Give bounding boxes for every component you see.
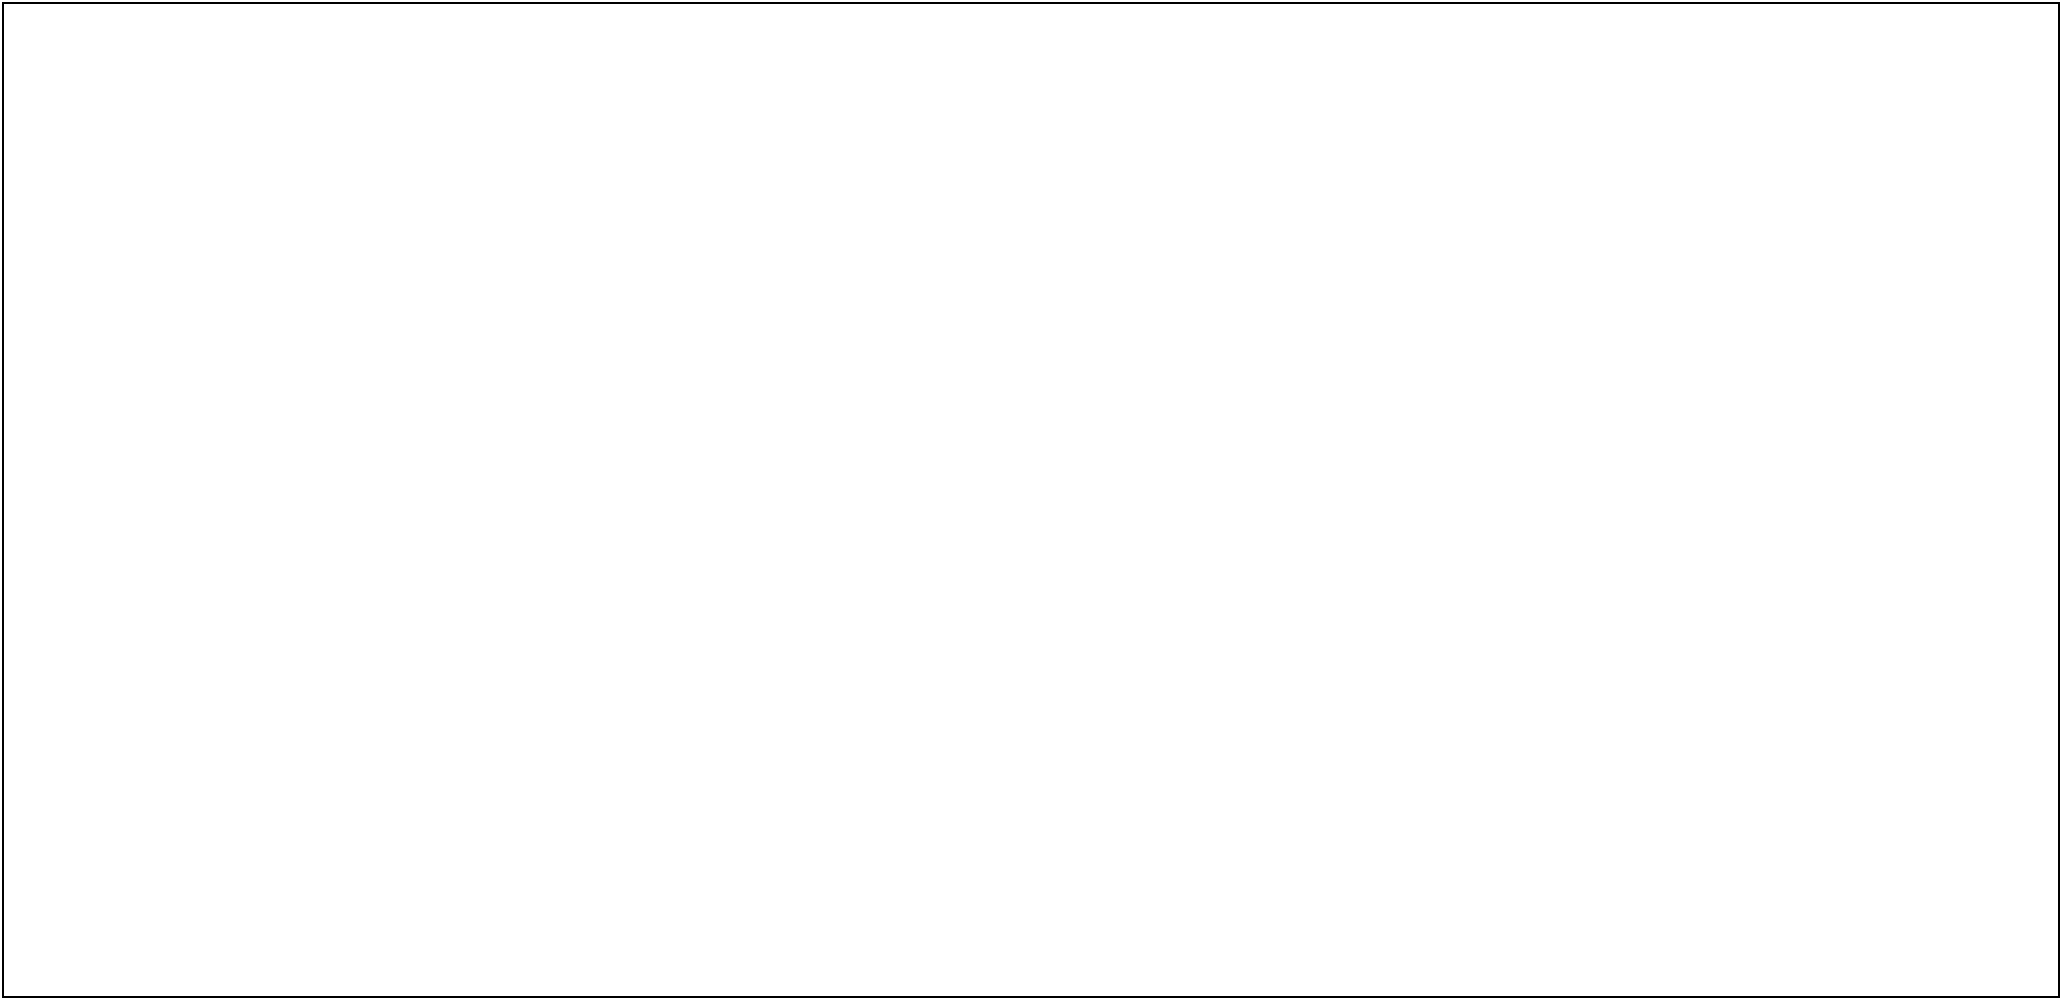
chart-window: 01,0002,0003,0004,0005,0006,0001/1/20194… [2, 2, 2060, 998]
chart-outer-border [2, 2, 2060, 998]
